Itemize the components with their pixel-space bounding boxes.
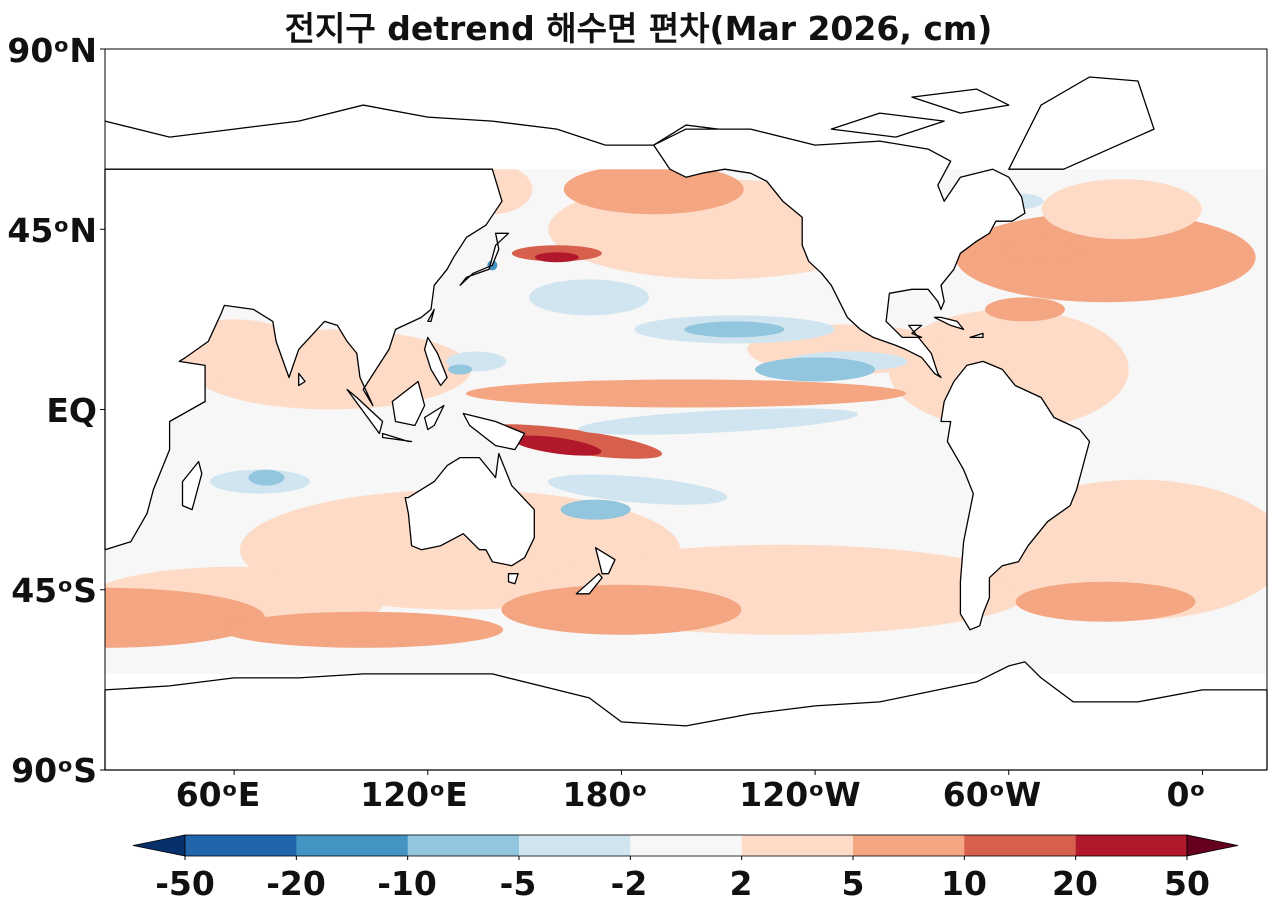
lat-label-90s: 90ᵒS: [11, 751, 97, 790]
colorbar-tick-label: -50: [155, 864, 215, 903]
eurasia-africa: [104, 168, 503, 551]
colorbar-extend-low: [132, 834, 186, 857]
colorbar-swatch: [964, 835, 1077, 856]
philippines: [423, 336, 448, 387]
land-mask: [104, 49, 1268, 771]
lon-label-180: 180ᵒ: [562, 775, 648, 814]
java: [381, 432, 413, 443]
anomaly-patch: [578, 408, 859, 435]
lon-label-60w: 60ᵒW: [942, 775, 1042, 814]
map-title: 전지구 detrend 해수면 편차(Mar 2026, cm): [284, 9, 993, 48]
colorbar-tick-label: -10: [377, 864, 437, 903]
anomaly-patch: [755, 357, 876, 382]
anomaly-patch: [684, 321, 785, 338]
anomaly-patch: [534, 252, 579, 263]
lon-label-120e: 120ᵒE: [360, 775, 468, 814]
lon-label-0: 0ᵒ: [1166, 775, 1206, 814]
new-guinea: [462, 412, 526, 451]
colorbar-swatch: [630, 835, 743, 856]
colorbar-swatch: [853, 835, 965, 856]
anomaly-patch: [563, 169, 744, 215]
sri-lanka: [298, 372, 306, 387]
colorbar-swatch: [296, 835, 409, 856]
colorbar-tick-label: -2: [610, 864, 648, 903]
colorbar-tick-label: -20: [266, 864, 326, 903]
new-zealand-north: [594, 547, 616, 575]
arctic-coastline: [104, 104, 816, 170]
australia: [404, 452, 535, 567]
south-america: [940, 360, 1091, 631]
lon-label-120w: 120ᵒW: [739, 775, 861, 814]
cuba: [933, 316, 965, 331]
anomaly-patch: [1041, 179, 1202, 240]
anomaly-patch: [1015, 581, 1196, 622]
anomaly-patch: [955, 212, 1256, 303]
colorbar-swatch: [185, 835, 297, 856]
lat-label-45s: 45ᵒS: [11, 571, 97, 610]
colorbar-outline: [184, 834, 1188, 857]
lat-label-90n: 90ᵒN: [7, 31, 97, 70]
borneo: [391, 380, 426, 427]
colorbar-swatch: [741, 835, 854, 856]
anomaly-patch: [501, 584, 742, 635]
anomaly-patch: [560, 499, 631, 520]
colorbar-tick-label: 5: [841, 864, 865, 903]
taiwan: [427, 308, 435, 323]
anomaly-patch: [248, 469, 285, 486]
anomaly-patch: [512, 435, 602, 456]
lon-label-60e: 60ᵒE: [175, 775, 261, 814]
lat-label-45n: 45ᵒN: [7, 211, 97, 250]
arctic-island: [911, 88, 1010, 114]
colorbar-tick-label: 50: [1164, 864, 1210, 903]
greenland: [1008, 76, 1155, 170]
japan: [459, 232, 510, 286]
colorbar-swatch: [407, 835, 520, 856]
hispaniola: [969, 332, 984, 339]
colorbar-tick-label: -5: [499, 864, 537, 903]
colorbar: [132, 834, 1239, 860]
anomaly-patch: [223, 611, 504, 648]
anomaly-patch: [105, 587, 265, 648]
sumatra: [346, 388, 384, 435]
lat-label-eq: EQ: [46, 391, 97, 430]
colorbar-extend-high: [1186, 834, 1239, 857]
colorbar-tick-label: 2: [729, 864, 753, 903]
colorbar-swatch: [519, 835, 631, 856]
colorbar-tick-label: 20: [1052, 864, 1098, 903]
anomaly-patch: [529, 279, 650, 316]
colorbar-tick-label: 10: [941, 864, 987, 903]
anomaly-patch: [466, 379, 906, 408]
anomaly-patch: [547, 474, 728, 505]
colorbar-swatch: [1075, 835, 1188, 856]
anomaly-patch: [984, 297, 1065, 322]
madagascar: [181, 460, 203, 511]
arctic-island: [830, 112, 945, 138]
sulawesi: [423, 404, 445, 431]
anomaly-patch: [996, 239, 1087, 260]
new-zealand-south: [575, 573, 603, 595]
north-america: [653, 128, 1026, 379]
tasmania: [507, 573, 519, 585]
anomaly-patch: [448, 364, 473, 375]
antarctica: [104, 661, 1268, 771]
